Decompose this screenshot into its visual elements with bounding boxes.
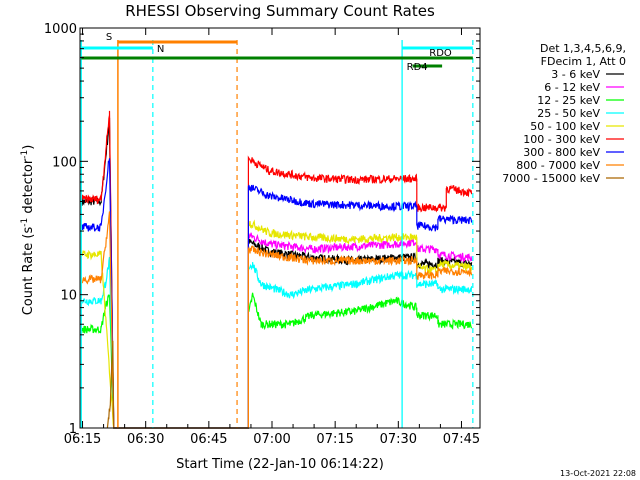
svg-text:Count Rate (s-1 detector-1): Count Rate (s-1 detector-1) [20, 145, 36, 316]
legend-label-8: 7000 - 15000 keV [502, 172, 600, 185]
y-tick-label-0: 1 [69, 422, 77, 437]
ticks-layer: 06:15 06:30 06:45 07:00 07:15 07:30 07:45 1 10 10… [44, 22, 480, 447]
x-tick-label-2: 06:45 [190, 432, 227, 447]
x-tick-label-3: 07:00 [253, 432, 290, 447]
y-tick-label-1: 10 [60, 289, 77, 304]
legend-label-3: 25 - 50 keV [537, 107, 600, 120]
footer-timestamp: 13-Oct-2021 22:08 [560, 469, 636, 478]
legend-header-0: Det 1,3,4,5,6,9, [540, 42, 626, 55]
x-tick-label-0: 06:15 [64, 432, 101, 447]
series-2 [81, 292, 473, 429]
RDO-label: RDO [429, 48, 452, 59]
x-tick-label-4: 07:15 [316, 432, 353, 447]
S-label: S [106, 32, 112, 43]
chart-title: RHESSI Observing Summary Count Rates [125, 2, 435, 20]
series-3 [81, 256, 473, 429]
legend-label-7: 800 - 7000 keV [516, 159, 600, 172]
legend: Det 1,3,4,5,6,9,FDecim 1, Att 03 - 6 keV… [502, 42, 626, 185]
x-tick-label-6: 07:45 [443, 432, 480, 447]
series-1 [247, 232, 473, 264]
x-tick-label-5: 07:30 [380, 432, 417, 447]
series-0 [81, 117, 473, 429]
series-6 [81, 158, 473, 429]
series-layer [81, 110, 473, 429]
axes-layer [79, 27, 481, 429]
legend-label-2: 12 - 25 keV [537, 94, 600, 107]
x-axis-label: Start Time (22-Jan-10 06:14:22) [176, 457, 384, 472]
plot-frame [79, 27, 481, 429]
legend-label-5: 100 - 300 keV [523, 133, 600, 146]
legend-label-4: 50 - 100 keV [530, 120, 600, 133]
series-5 [81, 110, 473, 429]
legend-header-1: FDecim 1, Att 0 [541, 55, 626, 68]
series-8 [106, 340, 115, 429]
N-label: N [157, 44, 164, 55]
y-tick-label-2: 100 [52, 155, 77, 170]
legend-label-1: 6 - 12 keV [544, 81, 600, 94]
y-tick-label-3: 1000 [44, 22, 77, 37]
y-axis-label: Count Rate (s-1 detector-1) [20, 145, 36, 316]
legend-label-6: 300 - 800 keV [523, 146, 600, 159]
RD4-label: RD4 [407, 62, 428, 73]
legend-label-0: 3 - 6 keV [551, 68, 600, 81]
x-tick-label-1: 06:30 [127, 432, 164, 447]
